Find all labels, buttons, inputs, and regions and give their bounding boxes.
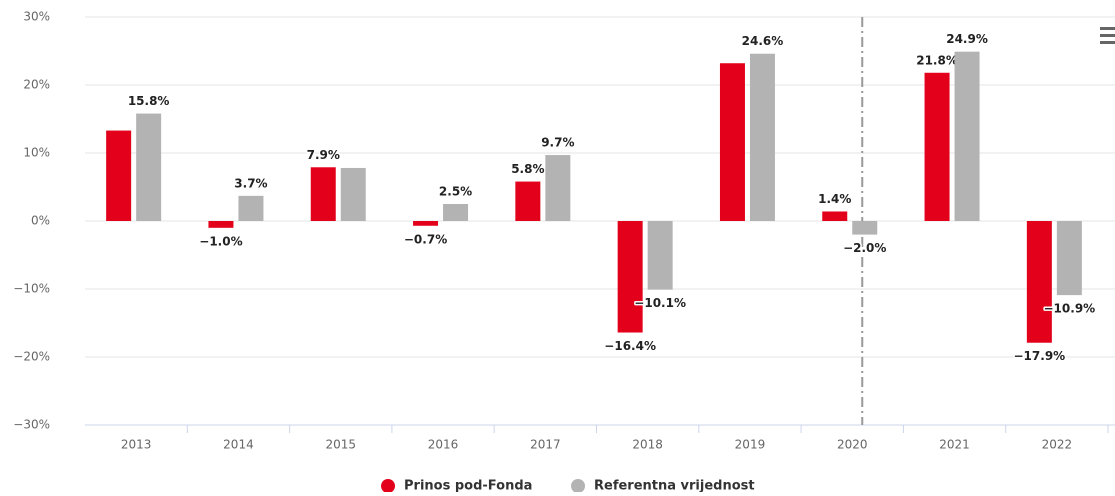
data-label: 2.5% xyxy=(439,185,472,199)
data-label: 9.7% xyxy=(541,136,574,150)
bar xyxy=(1026,221,1052,343)
menu-bar xyxy=(1100,41,1115,44)
legend-marker xyxy=(381,479,395,493)
legend-label: Referentna vrijednost xyxy=(594,479,755,493)
x-tick-label: 2013 xyxy=(121,438,152,452)
y-tick-label: 20% xyxy=(23,78,50,92)
data-label: 3.7% xyxy=(234,176,267,190)
y-tick-label: 0% xyxy=(31,214,50,228)
legend-marker xyxy=(571,479,585,493)
bar xyxy=(413,221,439,226)
bar xyxy=(822,211,848,221)
legend-label: Prinos pod-Fonda xyxy=(404,479,532,493)
x-tick-label: 2015 xyxy=(325,438,356,452)
bar xyxy=(545,155,571,221)
menu-bar xyxy=(1100,27,1115,30)
data-label: −10.9% xyxy=(1044,302,1096,316)
bar xyxy=(238,195,264,221)
bar xyxy=(106,130,132,221)
y-tick-label: −10% xyxy=(13,282,50,296)
data-label: −16.4% xyxy=(604,339,656,353)
x-tick-label: 2021 xyxy=(939,438,970,452)
x-tick-label: 2020 xyxy=(837,438,868,452)
bar xyxy=(340,167,366,221)
y-tick-label: 30% xyxy=(23,10,50,24)
y-tick-label: 10% xyxy=(23,146,50,160)
bar xyxy=(515,181,541,221)
y-tick-label: −20% xyxy=(13,350,50,364)
bar xyxy=(136,113,162,221)
data-label: 5.8% xyxy=(511,162,544,176)
x-tick-label: 2022 xyxy=(1042,438,1073,452)
data-label: 15.8% xyxy=(128,94,170,108)
data-label: −10.1% xyxy=(634,296,686,310)
bar xyxy=(852,221,878,235)
x-tick-label: 2017 xyxy=(530,438,561,452)
data-label: 24.6% xyxy=(742,34,784,48)
x-tick-label: 2019 xyxy=(735,438,766,452)
bar xyxy=(443,204,469,221)
x-tick-label: 2014 xyxy=(223,438,254,452)
bar xyxy=(719,63,745,221)
x-tick-label: 2016 xyxy=(428,438,459,452)
bar xyxy=(208,221,234,228)
data-label: −2.0% xyxy=(843,241,886,255)
data-label: −0.7% xyxy=(404,232,447,246)
y-tick-label: −30% xyxy=(13,418,50,432)
bar xyxy=(1056,221,1082,296)
bar xyxy=(924,72,950,221)
data-label: 21.8% xyxy=(916,53,958,67)
bar xyxy=(310,167,336,221)
data-label: 1.4% xyxy=(818,192,851,206)
data-label: −17.9% xyxy=(1014,349,1066,363)
x-tick-label: 2018 xyxy=(632,438,663,452)
bar xyxy=(749,53,775,221)
data-label: 24.9% xyxy=(946,32,988,46)
menu-icon[interactable] xyxy=(1100,27,1115,44)
bar xyxy=(954,51,980,222)
data-label: 7.9% xyxy=(307,148,340,162)
bar xyxy=(617,221,643,333)
bar xyxy=(647,221,673,290)
menu-bar xyxy=(1100,34,1115,37)
data-label: −1.0% xyxy=(199,234,242,248)
